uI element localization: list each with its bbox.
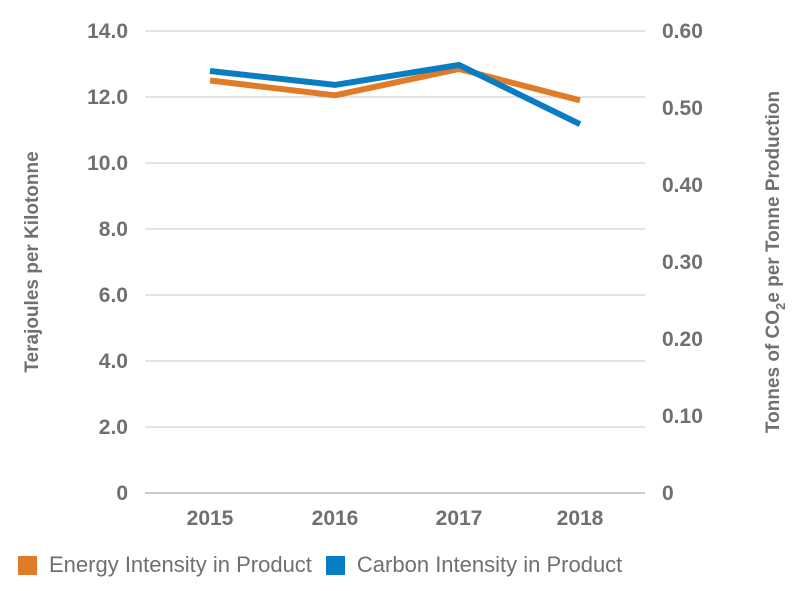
left-tick-label: 14.0 (87, 20, 128, 43)
carbon-swatch (325, 555, 345, 575)
legend-item-carbon: Carbon Intensity in Product (325, 552, 623, 578)
energy-intensity-line (209, 66, 581, 104)
left-tick-label: 8.0 (99, 218, 128, 241)
energy-swatch (18, 555, 37, 575)
right-tick-label: 0 (662, 482, 674, 505)
legend-label-energy: Energy Intensity in Product (49, 552, 312, 577)
left-tick-label: 2.0 (99, 416, 128, 439)
x-axis-ticks: 2015 2016 2017 2018 (187, 507, 604, 530)
right-axis-title: Tonnes of CO2e per Tonne Production (763, 91, 788, 433)
right-tick-label: 0.40 (662, 174, 703, 197)
left-tick-label: 4.0 (99, 350, 128, 373)
legend: Energy Intensity in Product Carbon Inten… (18, 552, 636, 578)
right-axis-title-subscript: 2 (773, 303, 788, 310)
right-tick-label: 0.30 (662, 251, 703, 274)
right-tick-label: 0.60 (662, 20, 703, 43)
legend-item-energy: Energy Intensity in Product (18, 552, 312, 578)
right-tick-label: 0.10 (662, 405, 703, 428)
right-axis-title-part-2: e per Tonne Production (763, 91, 784, 303)
left-tick-label: 12.0 (87, 86, 128, 109)
x-tick-label: 2015 (187, 507, 234, 530)
right-axis-title-part-1: Tonnes of CO (763, 310, 784, 433)
chart: 02.04.06.08.010.012.014.0 00.100.200.300… (22, 20, 788, 530)
legend-label-carbon: Carbon Intensity in Product (356, 552, 623, 577)
carbon-intensity-line (209, 61, 582, 127)
x-tick-label: 2016 (312, 507, 359, 530)
right-axis-ticks: 0 0.10 0.20 0.30 0.40 0.50 0.60 (662, 20, 703, 505)
x-tick-label: 2018 (557, 507, 604, 530)
left-axis-ticks: 0 2.0 4.0 6.0 8.0 10.0 12.0 14.0 (87, 20, 128, 505)
left-tick-label: 10.0 (87, 152, 128, 175)
left-axis-title: Terajoules per Kilotonne (22, 151, 43, 372)
x-tick-label: 2017 (436, 507, 483, 530)
series-lines (209, 61, 582, 127)
gridlines (145, 30, 645, 494)
left-tick-label: 0 (116, 482, 128, 505)
right-tick-label: 0.20 (662, 328, 703, 351)
left-tick-label: 6.0 (99, 284, 128, 307)
right-tick-label: 0.50 (662, 97, 703, 120)
